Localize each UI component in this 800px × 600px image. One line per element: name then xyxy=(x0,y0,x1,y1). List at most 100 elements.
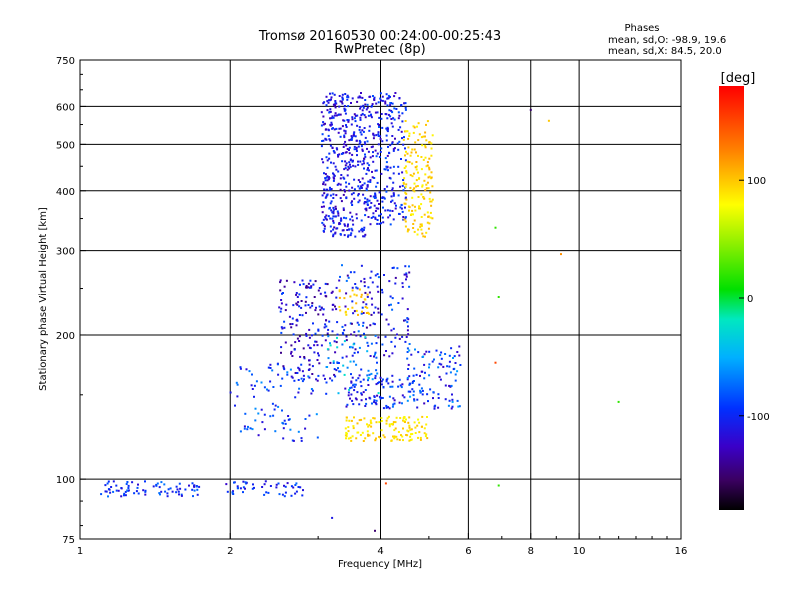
data-point xyxy=(387,415,390,418)
data-point xyxy=(431,185,434,188)
data-point xyxy=(368,125,371,128)
data-point xyxy=(281,409,283,412)
data-point xyxy=(193,485,196,488)
data-point xyxy=(378,435,381,438)
data-point xyxy=(342,119,345,122)
data-point xyxy=(332,127,334,130)
data-point xyxy=(279,281,282,284)
data-point xyxy=(407,228,410,231)
data-point xyxy=(124,490,127,493)
data-point xyxy=(247,425,249,428)
data-point xyxy=(393,402,396,405)
data-point xyxy=(392,192,395,195)
data-point xyxy=(328,320,331,323)
data-point xyxy=(349,211,352,214)
data-point xyxy=(417,154,419,157)
data-point xyxy=(334,165,337,168)
data-point xyxy=(393,118,396,121)
data-point xyxy=(391,210,394,212)
data-point xyxy=(358,346,361,349)
data-point xyxy=(372,322,375,325)
data-point xyxy=(401,394,404,397)
data-point xyxy=(368,129,371,132)
data-point xyxy=(350,386,353,389)
data-point xyxy=(409,428,412,431)
data-point xyxy=(417,122,420,125)
data-point xyxy=(300,300,303,302)
data-point xyxy=(159,493,161,496)
data-point xyxy=(322,218,325,221)
data-point xyxy=(291,355,294,357)
data-point xyxy=(364,155,367,158)
data-point xyxy=(396,142,399,145)
data-point xyxy=(425,139,428,142)
data-point xyxy=(348,149,350,151)
data-point xyxy=(120,487,123,490)
data-point xyxy=(404,206,406,209)
data-point xyxy=(357,185,360,188)
data-point xyxy=(377,101,380,104)
data-point xyxy=(407,368,410,370)
data-point xyxy=(370,116,373,119)
data-point xyxy=(329,361,332,364)
data-point xyxy=(319,308,322,311)
data-point xyxy=(365,187,368,190)
data-point xyxy=(344,167,347,170)
data-point xyxy=(342,333,345,336)
colorbar-tick-label: 100 xyxy=(747,176,766,187)
data-point xyxy=(192,495,194,498)
data-point xyxy=(391,199,394,202)
data-point xyxy=(374,217,377,220)
data-point xyxy=(331,379,334,382)
data-point xyxy=(375,403,378,406)
data-point xyxy=(337,362,340,364)
data-point xyxy=(371,170,373,173)
data-point xyxy=(419,391,422,393)
data-point xyxy=(402,189,405,192)
data-point xyxy=(405,130,408,133)
data-point xyxy=(380,172,383,175)
data-point xyxy=(391,102,394,105)
data-point xyxy=(341,152,343,155)
data-point xyxy=(290,350,293,353)
data-point xyxy=(369,355,372,357)
data-point xyxy=(394,345,396,348)
data-point xyxy=(405,336,408,338)
data-point xyxy=(364,298,367,301)
data-point xyxy=(347,234,350,237)
data-point xyxy=(388,395,391,398)
data-point xyxy=(329,117,332,120)
data-point xyxy=(429,388,432,391)
data-point xyxy=(334,106,337,109)
data-point xyxy=(323,225,326,228)
data-point xyxy=(279,384,282,387)
data-point xyxy=(284,485,287,488)
data-point xyxy=(401,112,404,115)
data-point xyxy=(401,285,404,288)
data-point xyxy=(365,326,368,329)
data-point xyxy=(366,293,369,296)
data-point xyxy=(298,340,301,342)
data-point xyxy=(422,135,425,138)
data-point xyxy=(397,165,400,168)
data-point xyxy=(400,386,403,389)
data-point xyxy=(380,213,382,216)
data-point xyxy=(333,226,336,229)
data-point xyxy=(388,151,390,154)
data-point xyxy=(357,179,360,182)
data-point xyxy=(394,207,397,210)
data-point xyxy=(374,210,377,212)
data-point xyxy=(560,253,562,256)
data-point xyxy=(283,495,286,498)
data-point xyxy=(301,370,304,373)
data-point xyxy=(296,296,299,298)
data-point xyxy=(404,421,406,423)
data-point xyxy=(283,419,286,422)
data-point xyxy=(239,367,242,370)
data-point xyxy=(335,286,338,289)
data-point xyxy=(416,233,419,236)
data-point xyxy=(332,173,335,176)
data-point xyxy=(458,405,461,408)
